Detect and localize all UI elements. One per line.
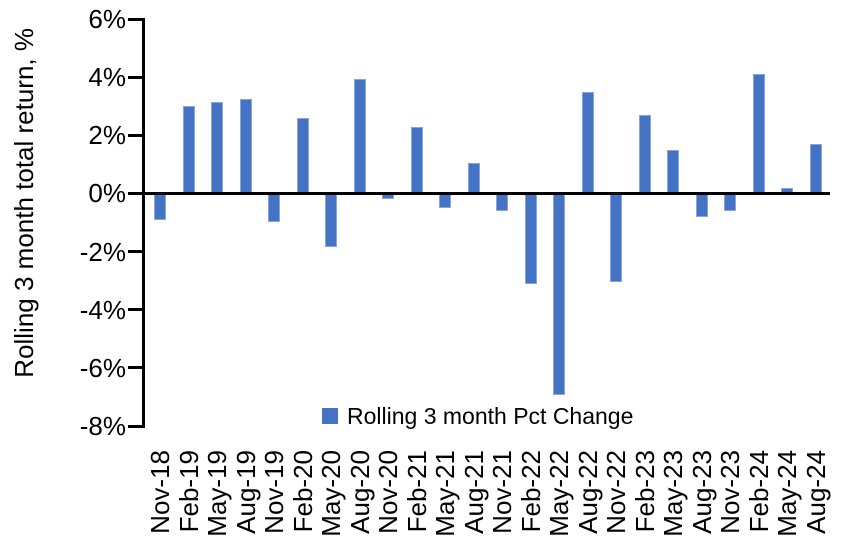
bar xyxy=(638,114,651,194)
x-tick-label: Nov-23 xyxy=(715,450,745,534)
y-tick-label: 4% xyxy=(88,62,126,93)
x-tick-label: Feb-24 xyxy=(743,450,774,533)
y-tick-label: 0% xyxy=(88,178,126,209)
y-tick-label: -8% xyxy=(79,411,126,441)
y-tick-label: 2% xyxy=(88,120,126,151)
x-tick-label: Aug-21 xyxy=(458,450,489,534)
bar xyxy=(353,78,366,194)
bar xyxy=(296,117,309,194)
bar xyxy=(809,144,822,194)
x-tick-label: Nov-20 xyxy=(373,450,403,534)
x-tick-label: Aug-20 xyxy=(344,450,375,534)
x-tick-label: Aug-22 xyxy=(572,450,603,534)
bar xyxy=(695,193,708,217)
x-tick-label: Aug-24 xyxy=(800,450,831,534)
y-tick-mark xyxy=(128,75,145,79)
x-tick-label: May-20 xyxy=(316,450,346,537)
legend: Rolling 3 month Pct Change xyxy=(322,403,633,429)
x-tick-label: May-24 xyxy=(772,450,802,537)
bar xyxy=(496,193,508,211)
x-tick-label: May-22 xyxy=(544,450,574,537)
y-axis-line xyxy=(142,17,145,428)
x-tick-label: Feb-22 xyxy=(515,450,546,533)
y-tick-mark xyxy=(128,17,145,21)
bar xyxy=(667,149,679,194)
legend-marker xyxy=(322,408,338,424)
y-tick-mark xyxy=(128,133,145,137)
x-tick-label: Nov-21 xyxy=(487,450,517,534)
x-tick-label: Nov-19 xyxy=(259,450,289,534)
y-tick-label: 6% xyxy=(88,4,126,34)
x-tick-label: May-23 xyxy=(658,450,688,537)
bar xyxy=(268,193,280,223)
bar xyxy=(524,193,537,284)
zero-line xyxy=(142,191,830,195)
bar xyxy=(610,193,622,283)
bar xyxy=(439,193,451,208)
x-tick-label: Nov-18 xyxy=(145,450,175,534)
x-tick-label: Aug-23 xyxy=(686,450,717,534)
x-tick-label: Feb-23 xyxy=(629,450,660,533)
bar xyxy=(467,162,480,194)
x-tick-label: May-21 xyxy=(430,450,460,537)
bar xyxy=(325,193,337,248)
bar xyxy=(410,126,423,194)
x-tick-label: Feb-20 xyxy=(287,450,318,533)
bar xyxy=(182,106,195,194)
bar xyxy=(239,98,252,194)
bar xyxy=(581,91,594,194)
legend-label: Rolling 3 month Pct Change xyxy=(347,403,634,429)
x-tick-label: Aug-19 xyxy=(230,450,261,534)
y-tick-mark xyxy=(128,424,145,428)
y-tick-mark xyxy=(128,308,145,312)
bar xyxy=(211,101,223,194)
y-tick-label: -2% xyxy=(79,236,126,267)
bar xyxy=(752,74,765,194)
x-tick-label: Feb-21 xyxy=(401,450,432,533)
y-tick-label: -6% xyxy=(79,352,126,383)
y-tick-mark xyxy=(128,250,145,254)
y-tick-mark xyxy=(128,191,145,195)
y-tick-label: -4% xyxy=(79,294,126,325)
y-tick-mark xyxy=(128,366,145,370)
x-tick-label: Feb-19 xyxy=(173,450,204,533)
bar xyxy=(553,193,565,396)
bar xyxy=(154,193,166,220)
x-tick-label: Nov-22 xyxy=(601,450,631,534)
x-tick-label: May-19 xyxy=(202,450,232,537)
bar xyxy=(724,193,736,211)
